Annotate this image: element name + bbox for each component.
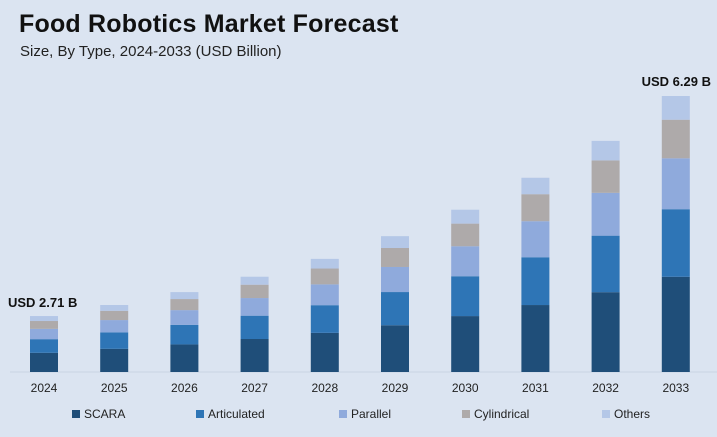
bar-parallel-2027 xyxy=(240,298,269,316)
bar-cylindrical-2031 xyxy=(521,194,550,222)
bar-others-2033 xyxy=(661,96,690,120)
x-tick-label: 2031 xyxy=(522,381,549,395)
bar-articulated-2027 xyxy=(240,315,269,340)
legend-swatch xyxy=(72,410,80,418)
bar-articulated-2029 xyxy=(381,292,409,326)
legend-item-articulated: Articulated xyxy=(196,407,265,421)
bar-articulated-2028 xyxy=(310,305,339,333)
bar-others-2029 xyxy=(381,236,409,249)
bar-scara-2025 xyxy=(100,348,129,372)
bar-parallel-2026 xyxy=(170,310,199,325)
bar-scara-2033 xyxy=(661,276,690,372)
bar-others-2024 xyxy=(30,316,58,322)
legend-label: Articulated xyxy=(208,407,265,421)
legend-label: Parallel xyxy=(351,407,392,421)
bar-articulated-2033 xyxy=(661,209,690,277)
x-tick-label: 2029 xyxy=(382,381,409,395)
bar-scara-2032 xyxy=(591,292,620,372)
bar-cylindrical-2030 xyxy=(451,223,480,247)
bar-parallel-2029 xyxy=(381,266,409,293)
bar-cylindrical-2027 xyxy=(240,284,269,299)
legend-item-scara: SCARA xyxy=(72,407,125,421)
bar-others-2027 xyxy=(240,276,269,285)
bar-others-2030 xyxy=(451,209,480,224)
bar-cylindrical-2032 xyxy=(591,160,620,193)
chart-subtitle: Size, By Type, 2024-2033 (USD Billion) xyxy=(20,43,282,60)
bar-parallel-2025 xyxy=(100,320,129,333)
bar-cylindrical-2033 xyxy=(661,119,690,159)
bar-parallel-2030 xyxy=(451,246,480,277)
bar-others-2028 xyxy=(310,258,339,269)
bar-parallel-2032 xyxy=(591,192,620,236)
bar-others-2031 xyxy=(521,177,550,195)
bar-parallel-2028 xyxy=(310,284,339,306)
x-tick-label: 2028 xyxy=(311,381,338,395)
bar-articulated-2026 xyxy=(170,324,199,345)
bar-parallel-2031 xyxy=(521,221,550,258)
bar-articulated-2032 xyxy=(591,235,620,293)
x-tick-label: 2024 xyxy=(31,381,58,395)
bar-articulated-2025 xyxy=(100,332,129,349)
x-tick-label: 2033 xyxy=(662,381,689,395)
bar-articulated-2024 xyxy=(30,339,58,353)
legend-label: SCARA xyxy=(84,407,126,421)
bar-scara-2026 xyxy=(170,344,199,372)
bar-cylindrical-2029 xyxy=(381,248,409,267)
bar-cylindrical-2025 xyxy=(100,310,129,321)
chart-title: Food Robotics Market Forecast xyxy=(19,10,399,38)
legend-swatch xyxy=(196,410,204,418)
total-annotation-2033: USD 6.29 B xyxy=(642,74,711,89)
legend-item-cylindrical: Cylindrical xyxy=(462,407,529,421)
legend-item-parallel: Parallel xyxy=(339,407,391,421)
bar-parallel-2024 xyxy=(30,328,58,340)
bar-scara-2028 xyxy=(310,332,339,372)
total-annotation-2024: USD 2.71 B xyxy=(8,295,77,310)
bar-cylindrical-2024 xyxy=(30,321,58,329)
legend-swatch xyxy=(602,410,610,418)
legend-item-others: Others xyxy=(602,407,650,421)
bar-scara-2029 xyxy=(381,325,409,372)
legend-swatch xyxy=(339,410,347,418)
x-tick-label: 2025 xyxy=(101,381,128,395)
bar-scara-2030 xyxy=(451,316,480,372)
legend-label: Cylindrical xyxy=(474,407,530,421)
bar-others-2026 xyxy=(170,292,199,300)
bar-others-2032 xyxy=(591,140,620,161)
x-tick-label: 2026 xyxy=(171,381,198,395)
legend-swatch xyxy=(462,410,470,418)
bar-cylindrical-2028 xyxy=(310,268,339,285)
bar-scara-2027 xyxy=(240,339,269,372)
bar-cylindrical-2026 xyxy=(170,299,199,311)
x-tick-label: 2027 xyxy=(241,381,268,395)
legend-label: Others xyxy=(614,407,651,421)
bar-articulated-2031 xyxy=(521,257,550,306)
bar-parallel-2033 xyxy=(661,158,690,210)
bar-others-2025 xyxy=(100,304,129,311)
bar-articulated-2030 xyxy=(451,276,480,317)
bar-scara-2024 xyxy=(30,352,58,372)
x-tick-label: 2032 xyxy=(592,381,619,395)
x-tick-label: 2030 xyxy=(452,381,479,395)
bar-scara-2031 xyxy=(521,305,550,372)
